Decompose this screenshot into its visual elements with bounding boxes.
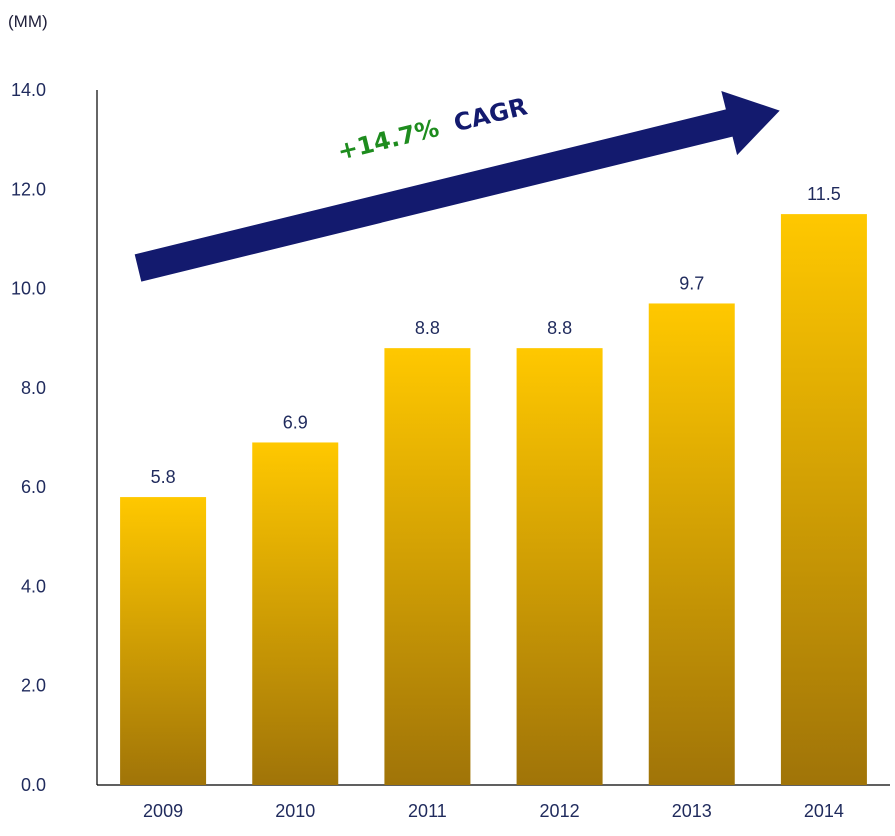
cagr-text-label: CAGR [451, 92, 530, 137]
data-label-2010: 6.9 [283, 412, 308, 432]
y-tick-label: 4.0 [21, 576, 46, 596]
bar-2009 [120, 497, 207, 785]
data-label-2013: 9.7 [679, 273, 704, 293]
bar-2014 [780, 214, 867, 785]
data-label-2011: 8.8 [415, 318, 440, 338]
x-tick-label: 2014 [804, 801, 844, 821]
bars [120, 214, 867, 785]
bar-2011 [384, 348, 471, 785]
cagr-growth-value: +14.7% [335, 114, 442, 166]
cagr-arrow-icon [134, 91, 780, 282]
y-axis: 0.0 2.0 4.0 6.0 8.0 10.0 12.0 14.0 [11, 80, 98, 795]
data-label-2009: 5.8 [151, 467, 176, 487]
y-tick-label: 6.0 [21, 477, 46, 497]
bar-2012 [516, 348, 603, 785]
x-tick-label: 2010 [275, 801, 315, 821]
data-label-2014: 11.5 [807, 184, 841, 204]
bar-2010 [252, 442, 339, 785]
y-tick-label: 2.0 [21, 676, 46, 696]
cagr-label: +14.7% CAGR [335, 92, 530, 165]
unit-label: (MM) [8, 12, 48, 31]
y-tick-label: 0.0 [21, 775, 46, 795]
y-tick-label: 10.0 [11, 279, 46, 299]
data-label-2012: 8.8 [547, 318, 572, 338]
data-labels: 5.8 6.9 8.8 8.8 9.7 11.5 [151, 184, 841, 487]
cagr-annotation: +14.7% CAGR [134, 91, 780, 282]
y-tick-label: 12.0 [11, 179, 46, 199]
bar-2013 [648, 303, 735, 785]
x-axis: 2009 2010 2011 2012 2013 2014 [97, 784, 890, 821]
x-tick-label: 2011 [408, 801, 447, 821]
x-tick-label: 2013 [672, 801, 712, 821]
y-tick-label: 8.0 [21, 378, 46, 398]
x-tick-label: 2012 [540, 801, 580, 821]
y-tick-label: 14.0 [11, 80, 46, 100]
x-tick-label: 2009 [143, 801, 183, 821]
